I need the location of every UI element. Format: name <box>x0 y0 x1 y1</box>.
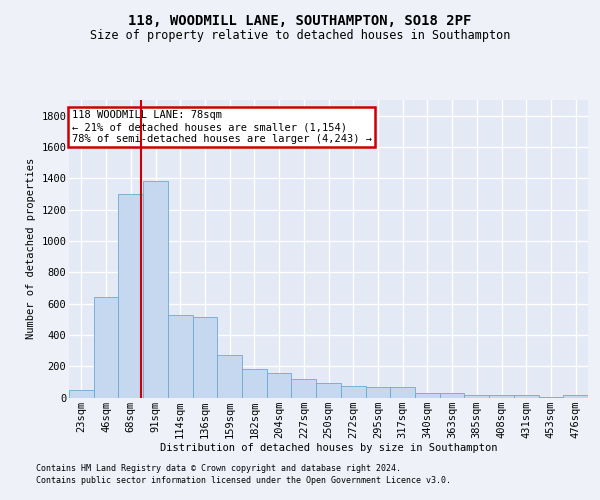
Bar <box>217 355 242 398</box>
Bar <box>316 382 341 398</box>
Bar <box>292 378 316 398</box>
Bar <box>69 390 94 398</box>
Text: Contains HM Land Registry data © Crown copyright and database right 2024.: Contains HM Land Registry data © Crown c… <box>36 464 401 473</box>
Bar <box>242 368 267 398</box>
Y-axis label: Number of detached properties: Number of detached properties <box>26 158 35 340</box>
Bar <box>464 394 489 398</box>
Bar <box>94 298 118 398</box>
Bar <box>415 393 440 398</box>
Bar <box>390 386 415 398</box>
Bar <box>193 317 217 398</box>
X-axis label: Distribution of detached houses by size in Southampton: Distribution of detached houses by size … <box>160 444 497 454</box>
Bar <box>514 394 539 398</box>
Text: Contains public sector information licensed under the Open Government Licence v3: Contains public sector information licen… <box>36 476 451 485</box>
Text: 118, WOODMILL LANE, SOUTHAMPTON, SO18 2PF: 118, WOODMILL LANE, SOUTHAMPTON, SO18 2P… <box>128 14 472 28</box>
Bar <box>143 182 168 398</box>
Bar <box>365 386 390 398</box>
Bar <box>341 386 365 398</box>
Bar <box>168 314 193 398</box>
Text: 118 WOODMILL LANE: 78sqm
← 21% of detached houses are smaller (1,154)
78% of sem: 118 WOODMILL LANE: 78sqm ← 21% of detach… <box>71 110 371 144</box>
Text: Size of property relative to detached houses in Southampton: Size of property relative to detached ho… <box>90 29 510 42</box>
Bar <box>539 396 563 398</box>
Bar <box>118 194 143 398</box>
Bar <box>489 394 514 398</box>
Bar <box>440 393 464 398</box>
Bar <box>267 373 292 398</box>
Bar <box>563 394 588 398</box>
